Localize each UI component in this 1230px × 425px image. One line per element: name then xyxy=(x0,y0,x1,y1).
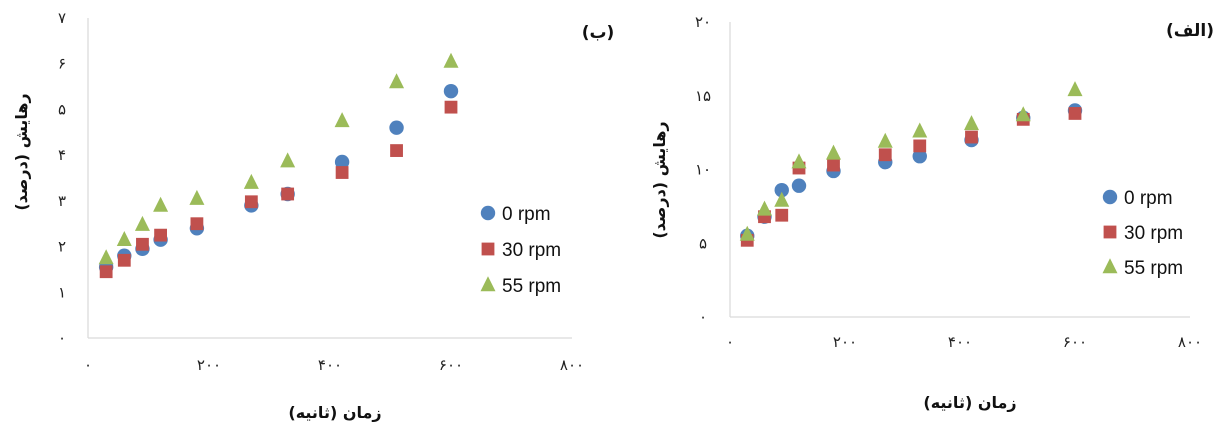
x-tick-label: ۶۰۰ xyxy=(439,356,463,374)
panel-label: (ب) xyxy=(582,23,615,43)
x-tick-labels: ۰ ۲۰۰ ۴۰۰ ۶۰۰ ۸۰۰ xyxy=(726,333,1202,351)
y-axis-title: رهایش (درصد) xyxy=(650,121,669,238)
x-tick-labels: ۰ ۲۰۰ ۴۰۰ ۶۰۰ ۸۰۰ xyxy=(84,356,584,374)
x-tick-label: ۴۰۰ xyxy=(318,356,342,374)
y-tick-label: ۷ xyxy=(58,9,66,27)
x-tick-label: ۴۰۰ xyxy=(948,333,972,351)
legend-label: 0 rpm xyxy=(1124,188,1173,209)
chart-panel-alef: ۰ ۵ ۱۰ ۱۵ ۲۰ ۰ ۲۰۰ ۴۰۰ ۶۰۰ ۸۰۰ (الف) زمان (ثانیه… xyxy=(650,13,1214,412)
y-tick-label: ۱۵ xyxy=(695,87,711,105)
data-point xyxy=(153,196,169,212)
data-point xyxy=(827,158,840,172)
data-point xyxy=(912,122,928,138)
data-point xyxy=(243,173,259,189)
data-point xyxy=(99,265,113,279)
data-point xyxy=(913,139,927,153)
y-tick-label: ۰ xyxy=(699,308,707,326)
legend: 0 rpm 30 rpm 55 rpm xyxy=(1102,188,1183,279)
y-tick-label: ۲۰ xyxy=(695,13,711,31)
legend: 0 rpm 30 rpm 55 rpm xyxy=(480,204,561,297)
data-points xyxy=(98,52,459,279)
data-point xyxy=(117,253,131,267)
data-point xyxy=(189,189,205,205)
data-point xyxy=(1015,106,1031,122)
x-axis-title: زمان (ثانیه) xyxy=(923,393,1016,412)
x-tick-label: ۰ xyxy=(726,333,734,351)
x-tick-label: ۰ xyxy=(84,356,92,374)
panel-label: (الف) xyxy=(1166,21,1214,41)
data-point xyxy=(877,132,893,148)
y-tick-labels: ۰ ۱ ۲ ۳ ۴ ۵ ۶ ۷ xyxy=(58,9,66,347)
data-point xyxy=(965,130,978,144)
legend-marker xyxy=(480,205,496,221)
legend-marker xyxy=(480,276,496,292)
data-point xyxy=(116,231,132,247)
legend-label: 55 rpm xyxy=(502,276,561,297)
legend-label: 55 rpm xyxy=(1124,258,1183,279)
data-point xyxy=(98,249,114,265)
data-point xyxy=(244,195,258,209)
legend-marker xyxy=(1102,189,1118,205)
data-point xyxy=(136,237,149,251)
data-point xyxy=(443,83,459,99)
legend-label: 30 rpm xyxy=(1124,223,1183,244)
data-point xyxy=(774,191,790,207)
data-point xyxy=(791,178,807,193)
data-point xyxy=(154,228,167,242)
data-point xyxy=(912,149,927,164)
x-axis-title: زمان (ثانیه) xyxy=(288,403,381,422)
data-point xyxy=(444,100,458,114)
x-tick-label: ۸۰۰ xyxy=(560,356,584,374)
y-tick-label: ۴ xyxy=(58,146,66,164)
data-point xyxy=(739,225,755,241)
data-point xyxy=(878,148,892,162)
x-tick-label: ۶۰۰ xyxy=(1063,333,1087,351)
data-point xyxy=(774,182,789,198)
data-point xyxy=(964,115,979,131)
data-point xyxy=(826,144,841,160)
data-point xyxy=(389,120,404,135)
legend-marker xyxy=(1103,225,1117,239)
data-point xyxy=(334,112,350,128)
data-points xyxy=(739,81,1083,247)
y-tick-labels: ۰ ۵ ۱۰ ۱۵ ۲۰ xyxy=(695,13,711,326)
y-axis-title: رهایش (درصد) xyxy=(12,93,31,210)
data-point xyxy=(757,200,772,216)
data-point xyxy=(1067,81,1083,97)
data-point xyxy=(775,208,789,222)
data-point xyxy=(335,166,349,179)
data-point xyxy=(281,187,295,201)
y-tick-label: ۳ xyxy=(58,192,66,210)
data-point xyxy=(334,154,350,170)
x-tick-label: ۲۰۰ xyxy=(833,333,857,351)
data-point xyxy=(280,152,296,168)
y-tick-label: ۱ xyxy=(58,283,66,301)
data-point xyxy=(791,153,807,169)
legend-label: 0 rpm xyxy=(502,204,551,225)
data-point xyxy=(190,217,204,231)
y-tick-label: ۶ xyxy=(58,55,66,73)
legend-label: 30 rpm xyxy=(502,240,561,261)
y-tick-label: ۵ xyxy=(699,234,707,252)
x-tick-label: ۲۰۰ xyxy=(197,356,221,374)
data-point xyxy=(390,144,403,157)
y-tick-label: ۰ xyxy=(58,329,66,347)
data-point xyxy=(1068,107,1082,120)
legend-marker xyxy=(1102,258,1118,274)
data-point xyxy=(389,73,405,89)
y-tick-label: ۱۰ xyxy=(695,161,711,179)
legend-marker xyxy=(481,242,495,256)
data-point xyxy=(134,215,150,231)
x-tick-label: ۸۰۰ xyxy=(1178,333,1202,351)
data-point xyxy=(443,52,459,68)
y-tick-label: ۲ xyxy=(58,238,66,256)
y-tick-label: ۵ xyxy=(58,100,66,118)
